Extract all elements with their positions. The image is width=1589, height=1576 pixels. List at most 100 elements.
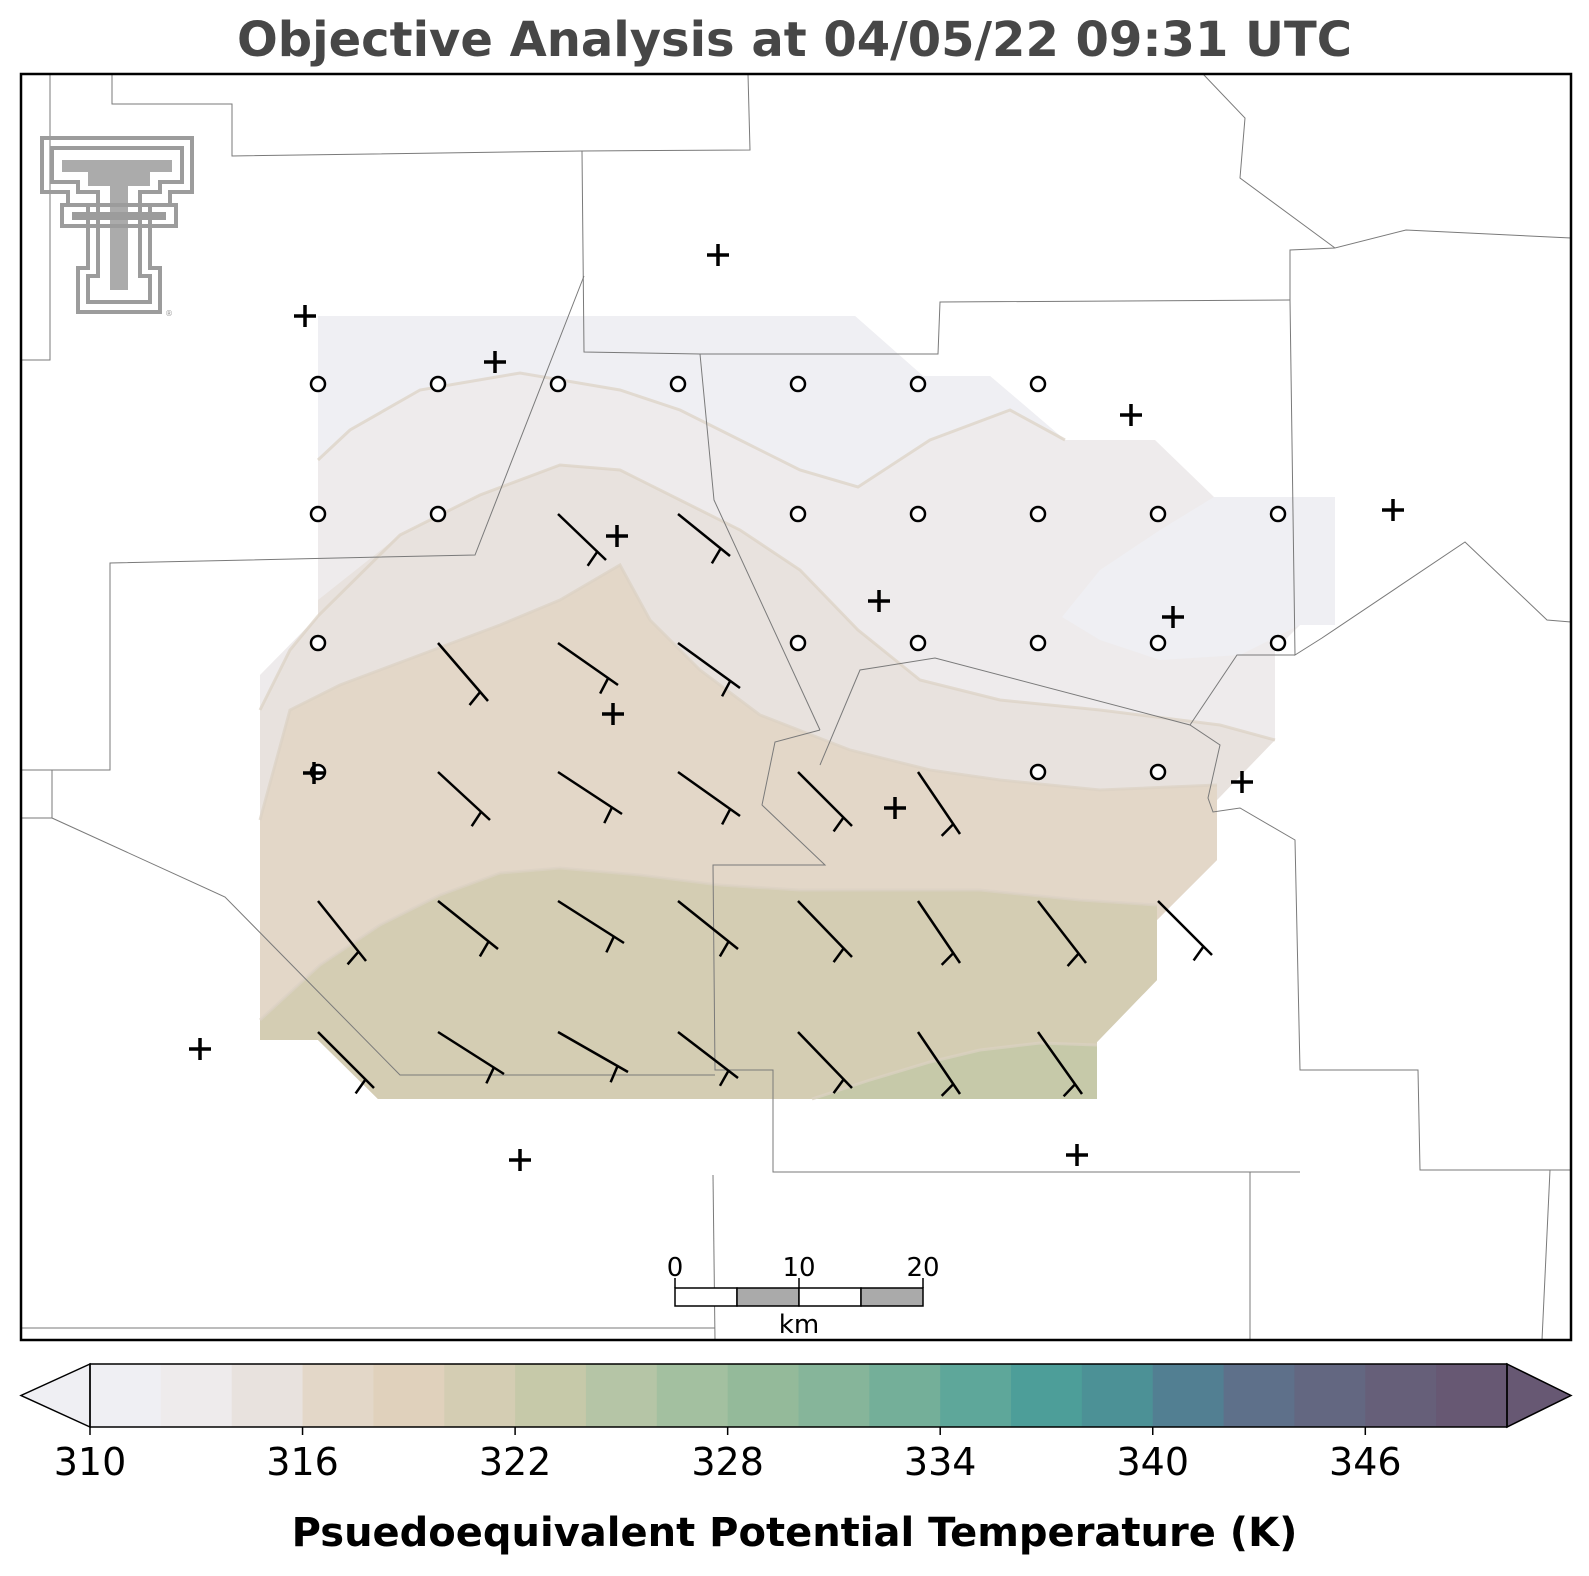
contour-fill-320: [812, 1043, 1097, 1099]
colorbar-swatch: [444, 1364, 516, 1427]
station-plus-marker: [189, 1038, 211, 1060]
station-plus-marker: [1120, 404, 1142, 426]
station-plus-marker: [707, 244, 729, 266]
contour-fill-310-east: [1062, 497, 1335, 660]
contour-lines: [258, 371, 1276, 1101]
wind-barb: [1036, 1031, 1084, 1098]
calm-wind-circle: [669, 375, 687, 393]
colorbar-swatch: [869, 1364, 941, 1427]
calm-wind-circle: [789, 375, 807, 393]
texas-tech-double-t-logo: ®: [40, 136, 194, 318]
colorbar-extend-min: [19, 1362, 91, 1429]
colorbar: 310 316 322 328 334 340 346: [19, 1362, 1573, 1484]
colorbar-swatch: [515, 1364, 587, 1427]
wind-barb: [916, 771, 962, 837]
calm-wind-circle: [429, 375, 447, 393]
wind-barb: [797, 900, 853, 963]
wind-barb: [557, 513, 607, 567]
colorbar-tick-label: 346: [1329, 1440, 1402, 1484]
station-plus-marker: [294, 305, 316, 327]
svg-text:®: ®: [165, 309, 173, 318]
wind-barb: [317, 900, 367, 966]
wind-barb: [916, 1031, 962, 1097]
station-plus-marker: [1066, 1144, 1088, 1166]
colorbar-swatch: [1081, 1364, 1154, 1427]
wind-barb: [437, 642, 489, 706]
wind-barb: [797, 1031, 853, 1094]
station-plus-marker: [484, 351, 506, 373]
station-plus-marker: [868, 590, 890, 612]
colorbar-swatch: [798, 1364, 870, 1427]
calm-wind-circle: [789, 634, 807, 652]
calm-wind-circle: [429, 505, 447, 523]
colorbar-border: [89, 1363, 1508, 1428]
contour-fill-318: [260, 868, 1157, 1099]
colorbar-swatch: [1365, 1364, 1437, 1427]
scale-label-20: 20: [906, 1253, 939, 1283]
colorbar-swatch: [1223, 1364, 1295, 1427]
map-frame-border: [19, 72, 1573, 1342]
station-plus-marker: [606, 525, 628, 547]
station-plus-marker: [884, 797, 906, 819]
colorbar-swatch: [160, 1364, 233, 1427]
station-plus-marker: [1162, 606, 1184, 628]
calm-wind-circle: [309, 375, 327, 393]
colorbar-swatch: [231, 1364, 304, 1427]
calm-wind-circle: [1029, 763, 1047, 781]
colorbar-swatch: [373, 1364, 445, 1427]
colorbar-swatch: [1152, 1364, 1225, 1427]
station-plus-marker: [303, 762, 325, 784]
colorbar-tick-label: 334: [904, 1440, 977, 1484]
calm-wind-circle: [789, 505, 807, 523]
contour-fill-310-north: [318, 316, 1065, 487]
wind-barb: [797, 771, 853, 833]
colorbar-swatch: [656, 1364, 729, 1427]
colorbar-tick-label: 328: [691, 1440, 764, 1484]
calm-wind-circle: [549, 375, 567, 393]
wind-barb: [677, 641, 741, 697]
calm-wind-circle: [1149, 763, 1167, 781]
wind-barb: [557, 1030, 629, 1083]
colorbar-tick-label: 322: [479, 1440, 552, 1484]
calm-wind-circle: [1269, 634, 1287, 652]
wind-barb: [437, 771, 491, 827]
wind-barb: [557, 899, 625, 953]
calm-wind-circle: [909, 634, 927, 652]
calm-wind-circle: [309, 634, 327, 652]
wind-barb: [677, 770, 741, 826]
wind-barb: [677, 513, 731, 564]
colorbar-swatch: [1011, 1364, 1083, 1427]
wind-barb: [1157, 900, 1213, 962]
station-plus-marker: [1231, 771, 1253, 793]
scale-label-0: 0: [667, 1253, 684, 1283]
calm-wind-circle: [909, 505, 927, 523]
colorbar-swatch: [90, 1364, 162, 1427]
calm-wind-circle: [1149, 505, 1167, 523]
colorbar-swatch: [1294, 1364, 1366, 1427]
colorbar-swatch: [302, 1364, 374, 1427]
calm-wind-circle: [1029, 505, 1047, 523]
wind-barb: [437, 900, 499, 958]
colorbar-swatch: [585, 1364, 658, 1427]
wind-barb: [677, 900, 739, 958]
wind-barb: [437, 1030, 505, 1084]
wind-barbs: [317, 513, 1213, 1098]
station-plus-marker: [509, 1149, 531, 1171]
wind-barb: [557, 641, 619, 695]
calm-wind-circle: [309, 505, 327, 523]
colorbar-tick-label: 310: [54, 1440, 127, 1484]
colorbar-label: Psuedoequivalent Potential Temperature (…: [291, 1510, 1298, 1556]
calm-wind-circle: [1149, 634, 1167, 652]
colorbar-tick-label: 316: [266, 1440, 339, 1484]
wind-barb: [1037, 900, 1087, 967]
calm-wind-circle: [909, 375, 927, 393]
colorbar-swatch: [727, 1364, 799, 1427]
colorbar-tick-label: 340: [1116, 1440, 1189, 1484]
calm-wind-circle: [1269, 505, 1287, 523]
calm-wind-circle: [1029, 375, 1047, 393]
station-plus-marker: [1382, 499, 1404, 521]
station-plus-marker: [602, 703, 624, 725]
wind-barb: [677, 1031, 739, 1087]
station-markers: [189, 244, 1404, 1171]
